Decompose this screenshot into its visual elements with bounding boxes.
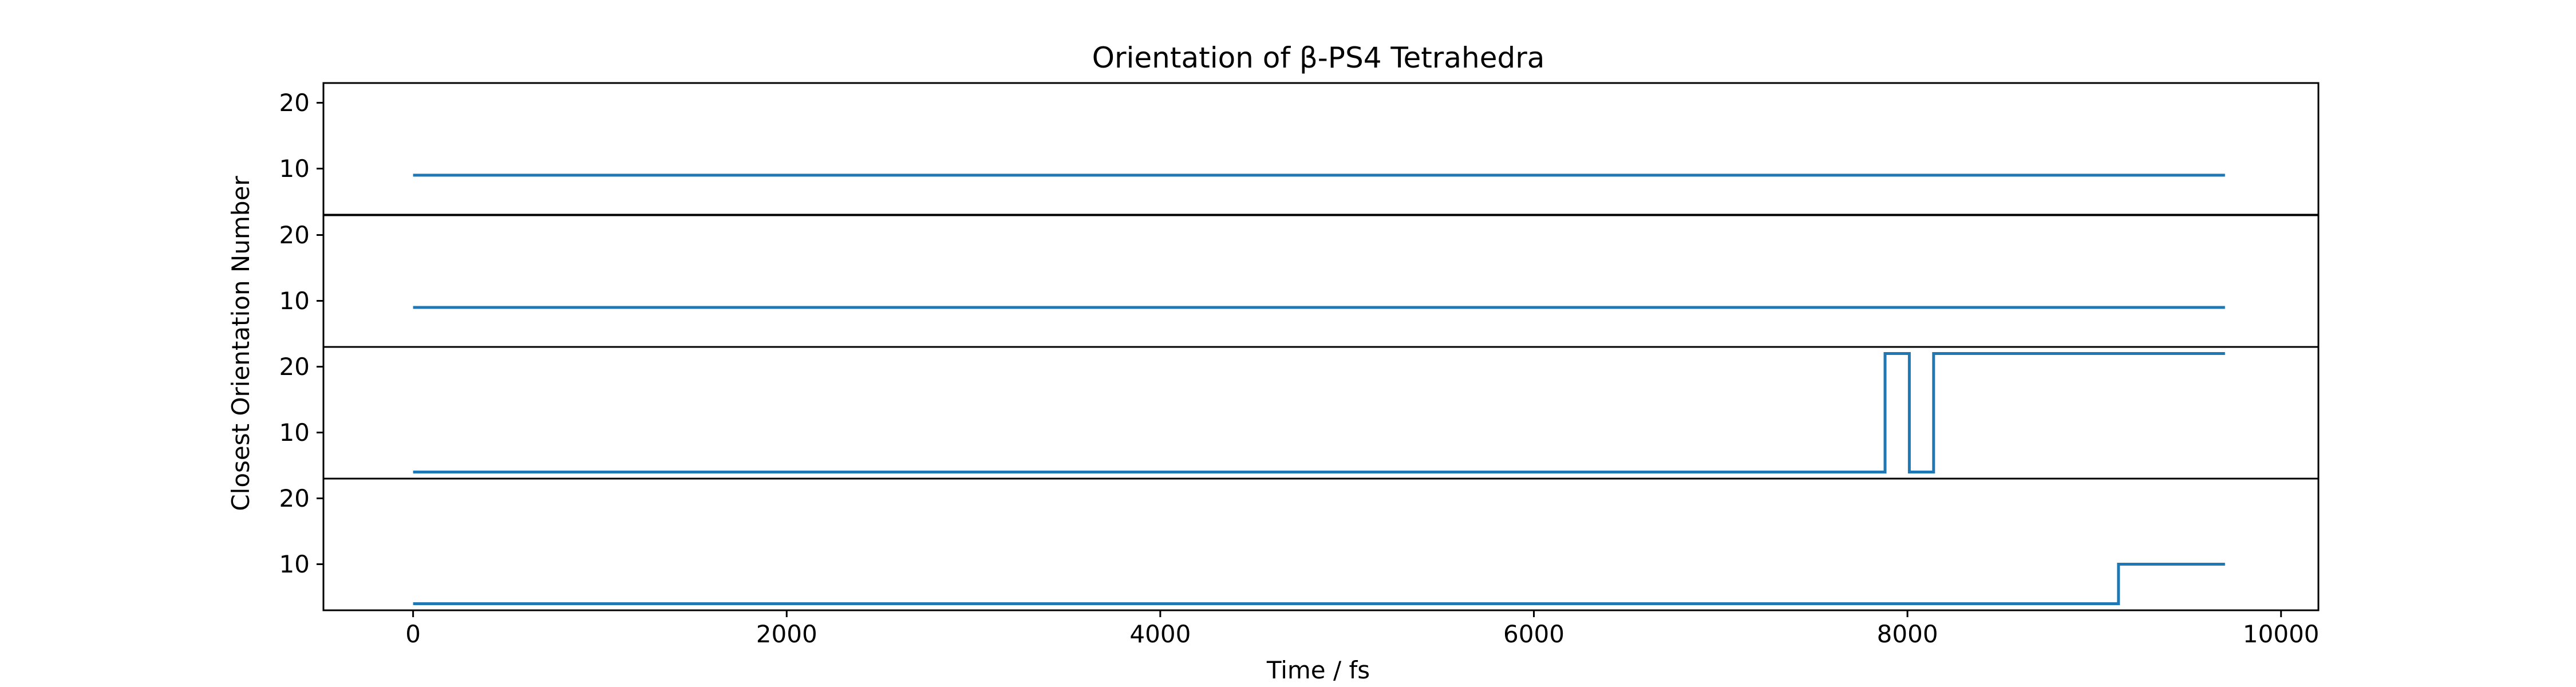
subplot-panel-1: 10 20 <box>279 82 2320 216</box>
y-tick-label: 10 <box>279 550 310 578</box>
x-axis: 0 2000 4000 6000 8000 10000 <box>405 610 2320 648</box>
x-tick-label: 10000 <box>2243 620 2320 648</box>
x-tick-label: 2000 <box>756 620 817 648</box>
panel-frame-4 <box>322 477 2320 611</box>
panel-frame-3 <box>322 346 2320 480</box>
panel-frame-1 <box>322 82 2320 216</box>
chart-title: Orientation of β-PS4 Tetrahedra <box>1092 41 1545 74</box>
x-tick-label: 0 <box>405 620 421 648</box>
x-tick-label: 4000 <box>1129 620 1191 648</box>
y-tick-label: 10 <box>279 287 310 315</box>
y-tick-label: 20 <box>279 353 310 381</box>
x-axis-label: Time / fs <box>1266 656 1370 684</box>
x-tick-label: 6000 <box>1503 620 1564 648</box>
y-tick-label: 10 <box>279 155 310 183</box>
series-line-3 <box>413 352 2225 473</box>
subplot-panel-3: 10 20 <box>279 346 2320 480</box>
subplot-panels: 10 20 10 20 10 20 10 20 <box>279 82 2320 611</box>
panel-frame-2 <box>322 214 2320 348</box>
y-tick-label: 20 <box>279 221 310 249</box>
series-line-4 <box>413 563 2225 605</box>
subplot-panel-2: 10 20 <box>279 214 2320 348</box>
y-axis-label: Closest Orientation Number <box>227 176 255 511</box>
x-tick-label: 8000 <box>1877 620 1938 648</box>
y-tick-label: 20 <box>279 484 310 512</box>
subplot-panel-4: 10 20 <box>279 477 2320 611</box>
y-tick-label: 20 <box>279 89 310 117</box>
y-tick-label: 10 <box>279 418 310 447</box>
